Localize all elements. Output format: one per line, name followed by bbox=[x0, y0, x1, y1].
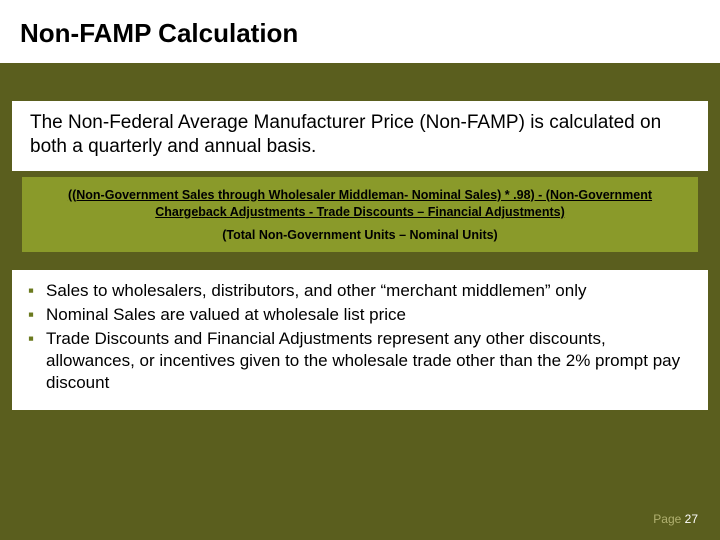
list-item: Trade Discounts and Financial Adjustment… bbox=[28, 328, 692, 394]
intro-text: The Non-Federal Average Manufacturer Pri… bbox=[30, 111, 690, 159]
formula-denominator: (Total Non-Government Units – Nominal Un… bbox=[36, 228, 684, 242]
list-item: Nominal Sales are valued at wholesale li… bbox=[28, 304, 692, 326]
spacer bbox=[0, 252, 720, 270]
slide-title: Non-FAMP Calculation bbox=[20, 18, 700, 49]
intro-panel: The Non-Federal Average Manufacturer Pri… bbox=[12, 101, 708, 171]
list-item: Sales to wholesalers, distributors, and … bbox=[28, 280, 692, 302]
bullet-list: Sales to wholesalers, distributors, and … bbox=[28, 280, 692, 394]
page-footer: Page 27 bbox=[653, 512, 698, 526]
bullets-panel: Sales to wholesalers, distributors, and … bbox=[12, 270, 708, 410]
footer-label: Page bbox=[653, 512, 684, 526]
spacer bbox=[0, 63, 720, 101]
formula-panel: ((Non-Government Sales through Wholesale… bbox=[22, 177, 698, 252]
title-bar: Non-FAMP Calculation bbox=[0, 0, 720, 63]
slide: Non-FAMP Calculation The Non-Federal Ave… bbox=[0, 0, 720, 540]
page-number: 27 bbox=[685, 512, 698, 526]
formula-numerator-line2: Chargeback Adjustments - Trade Discounts… bbox=[36, 204, 684, 222]
formula-numerator-line1: ((Non-Government Sales through Wholesale… bbox=[36, 187, 684, 205]
